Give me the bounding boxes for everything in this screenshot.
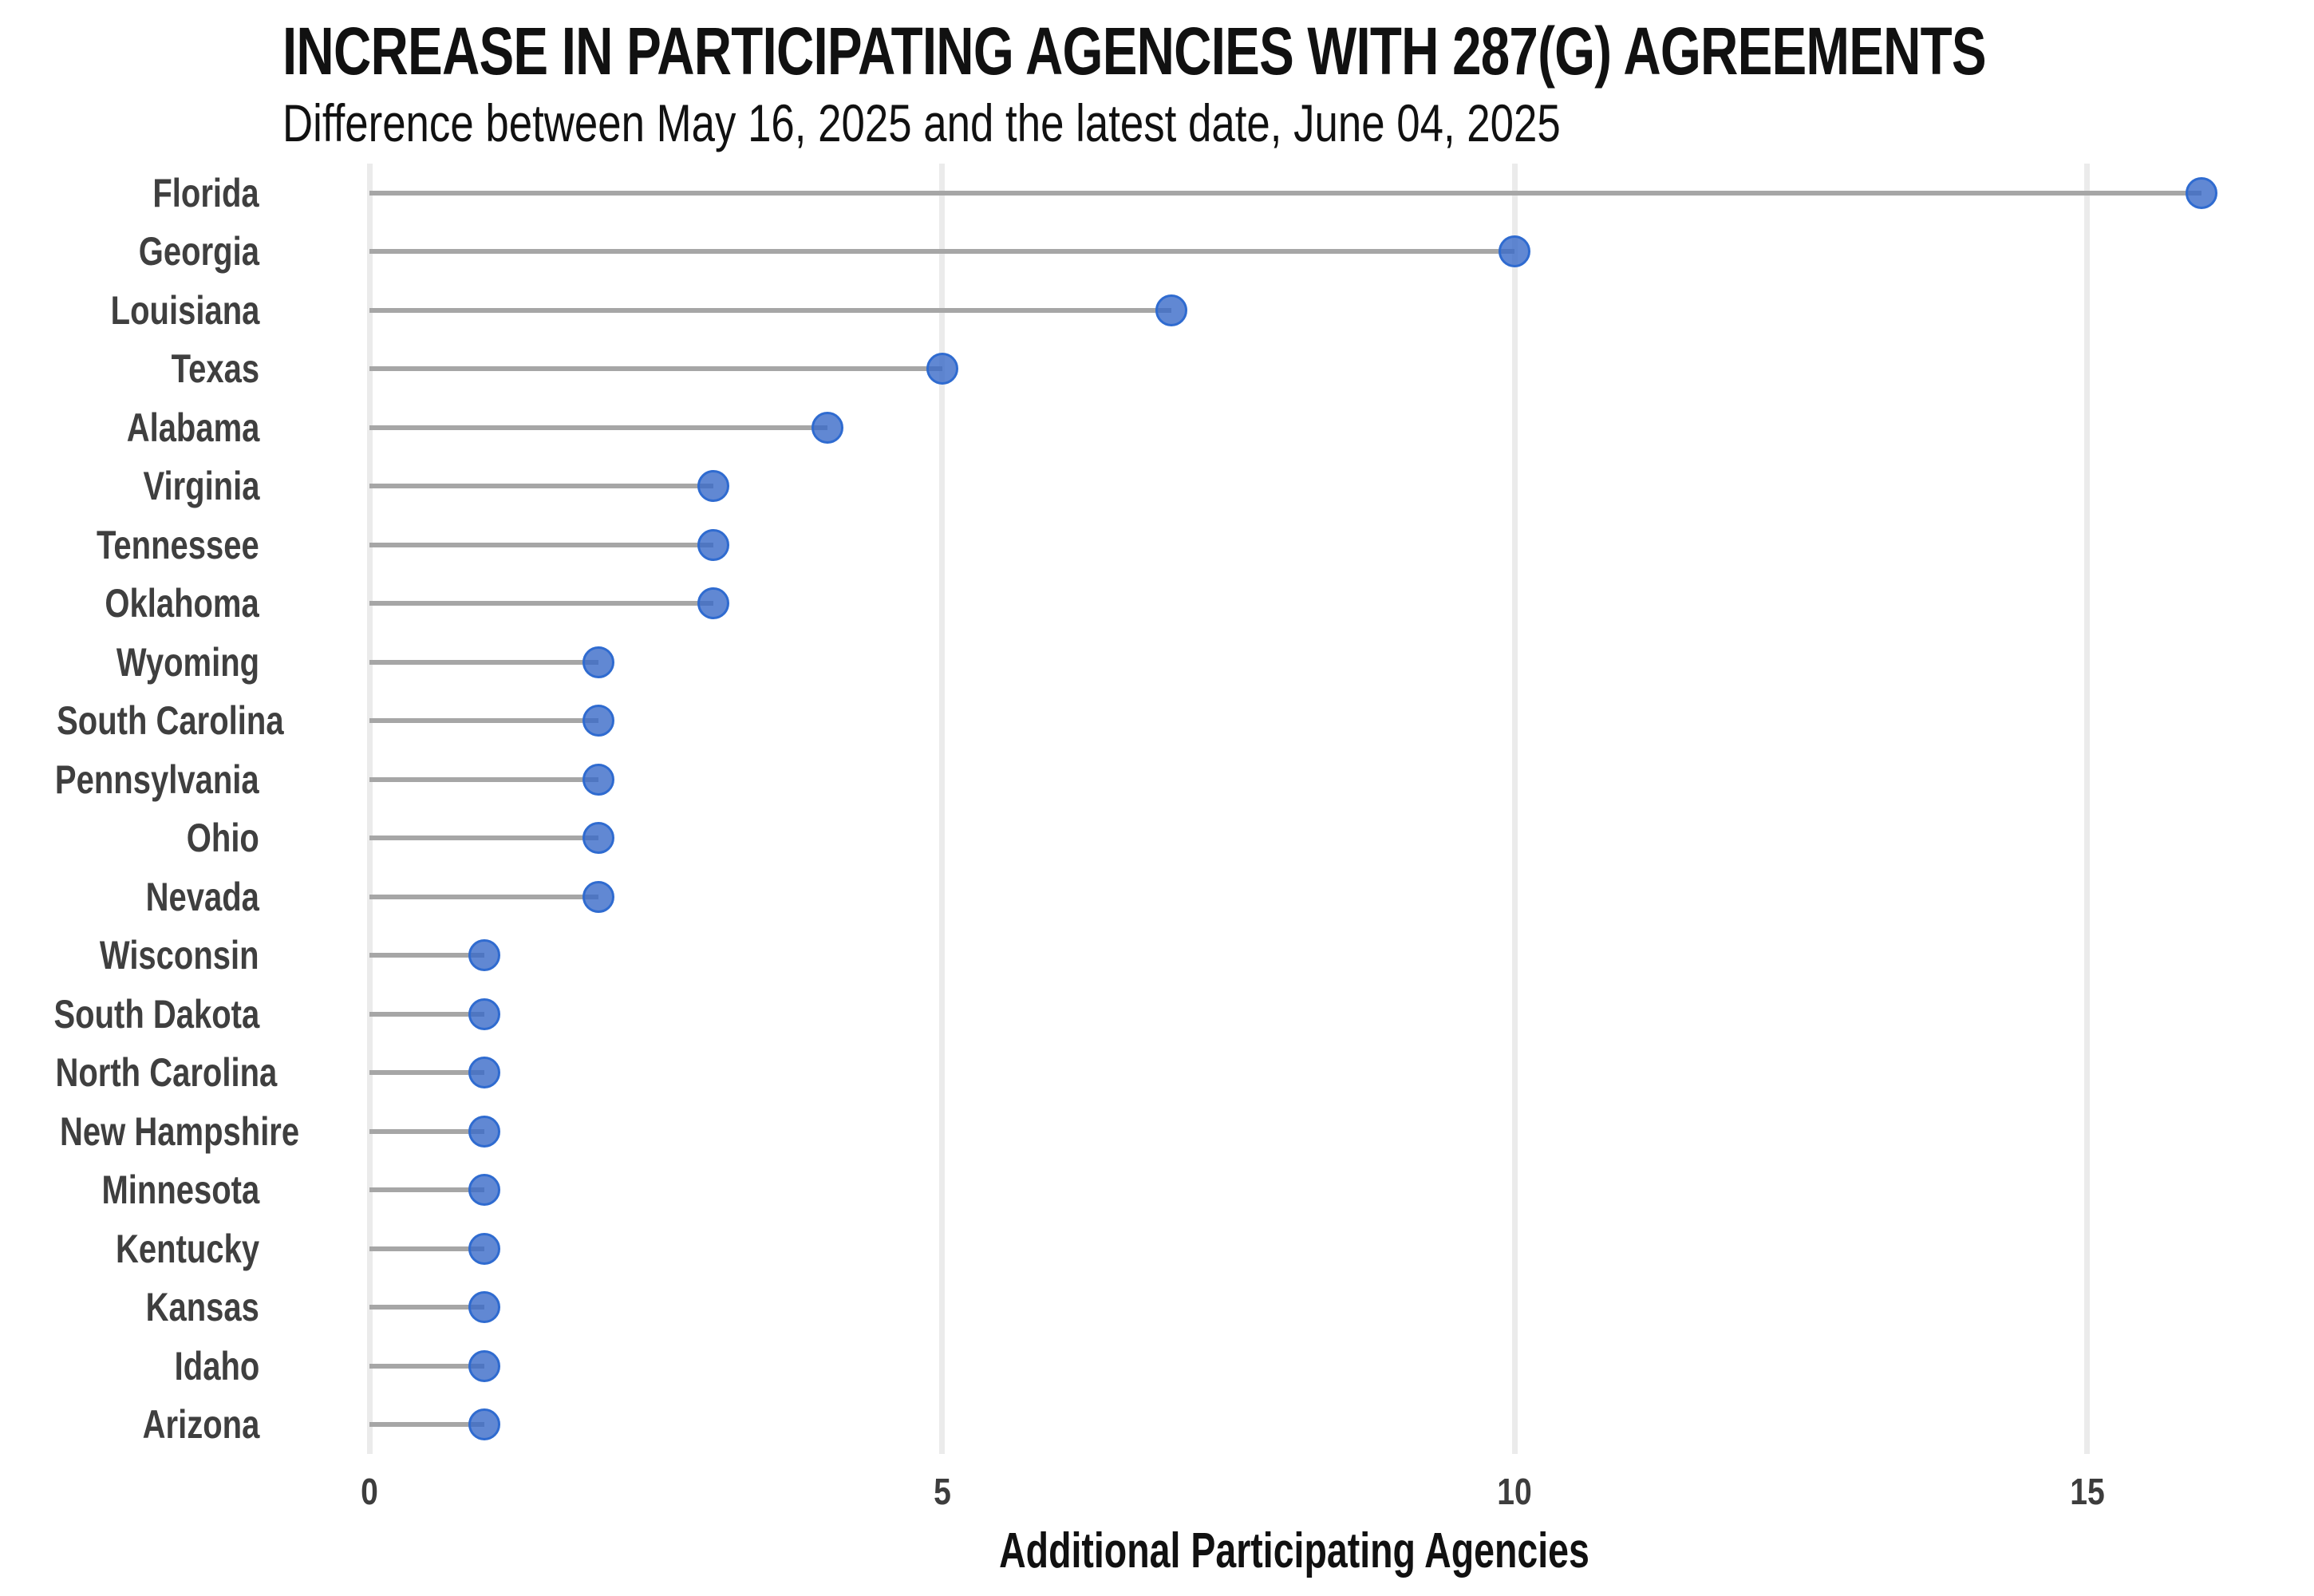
state-label: Idaho [174, 1343, 259, 1389]
lollipop-stem [369, 836, 598, 841]
x-tick-label: 15 [2069, 1471, 2105, 1512]
lollipop-stem [369, 718, 598, 724]
lollipop-dot [697, 528, 729, 561]
state-label: Tennessee [97, 522, 259, 567]
lollipop-stem [369, 953, 484, 958]
state-label: Minnesota [101, 1167, 259, 1213]
lollipop-stem [369, 1128, 484, 1134]
lollipop-dot [1155, 294, 1187, 326]
lollipop-dot [1499, 235, 1530, 268]
x-tick-label: 10 [1497, 1471, 1532, 1512]
lollipop-dot [468, 939, 500, 972]
chart-title: INCREASE IN PARTICIPATING AGENCIES WITH … [282, 14, 1987, 89]
chart-subtitle: Difference between May 16, 2025 and the … [282, 93, 1561, 152]
lollipop-dot [582, 880, 614, 913]
lollipop-dot [468, 1057, 500, 1089]
x-tick-label: 5 [933, 1471, 951, 1512]
lollipop-dot [582, 646, 614, 678]
x-gridline [366, 164, 373, 1454]
lollipop-dot [468, 1291, 500, 1324]
lollipop-stem [369, 1305, 484, 1310]
x-gridline [939, 164, 945, 1454]
lollipop-stem [369, 776, 598, 782]
x-tick-label: 0 [361, 1471, 378, 1512]
state-label: Wyoming [116, 639, 259, 685]
lollipop-dot [811, 411, 843, 444]
lollipop-stem [369, 601, 713, 606]
lollipop-stem [369, 1363, 484, 1369]
lollipop-stem [369, 425, 827, 430]
lollipop-dot [697, 587, 729, 620]
lollipop-dot [468, 1232, 500, 1265]
lollipop-dot [697, 470, 729, 503]
lollipop-dot [468, 1115, 500, 1148]
state-label: Oklahoma [105, 581, 259, 626]
lollipop-dot [582, 763, 614, 796]
state-label: Ohio [186, 816, 259, 861]
lollipop-stem [369, 542, 713, 547]
lollipop-stem [369, 366, 942, 372]
state-label: Virginia [143, 464, 259, 509]
lollipop-stem [369, 484, 713, 489]
lollipop-dot [582, 822, 614, 855]
state-label: Wisconsin [100, 933, 259, 978]
x-axis-title: Additional Participating Agencies [999, 1523, 1589, 1578]
state-label: Georgia [138, 229, 259, 275]
state-label: Kentucky [115, 1226, 259, 1271]
state-label: Pennsylvania [55, 757, 259, 802]
lollipop-stem [369, 894, 598, 899]
lollipop-stem [369, 1187, 484, 1193]
state-label: South Dakota [53, 991, 259, 1037]
lollipop-stem [369, 1011, 484, 1017]
lollipop-stem [369, 249, 1514, 255]
state-label: South Carolina [57, 698, 284, 744]
state-label: Florida [152, 170, 259, 215]
lollipop-dot [468, 1174, 500, 1207]
x-gridline [1511, 164, 1518, 1454]
lollipop-stem [369, 1422, 484, 1428]
lollipop-dot [2186, 176, 2217, 209]
lollipop-stem [369, 190, 2201, 196]
lollipop-stem [369, 659, 598, 665]
state-label: Nevada [145, 874, 259, 919]
lollipop-dot [468, 998, 500, 1030]
lollipop-dot [468, 1408, 500, 1441]
state-label: North Carolina [55, 1050, 278, 1096]
lollipop-dot [468, 1349, 500, 1382]
lollipop-dot [582, 705, 614, 737]
x-gridline [2084, 164, 2090, 1454]
lollipop-stem [369, 307, 1171, 313]
lollipop-stem [369, 1246, 484, 1251]
state-label: Louisiana [110, 287, 259, 333]
state-label: New Hampshire [60, 1108, 300, 1154]
state-label: Arizona [142, 1402, 259, 1448]
state-label: Alabama [126, 405, 259, 450]
state-label: Texas [171, 346, 259, 392]
lollipop-stem [369, 1070, 484, 1076]
lollipop-dot [926, 353, 958, 385]
state-label: Kansas [145, 1285, 259, 1330]
